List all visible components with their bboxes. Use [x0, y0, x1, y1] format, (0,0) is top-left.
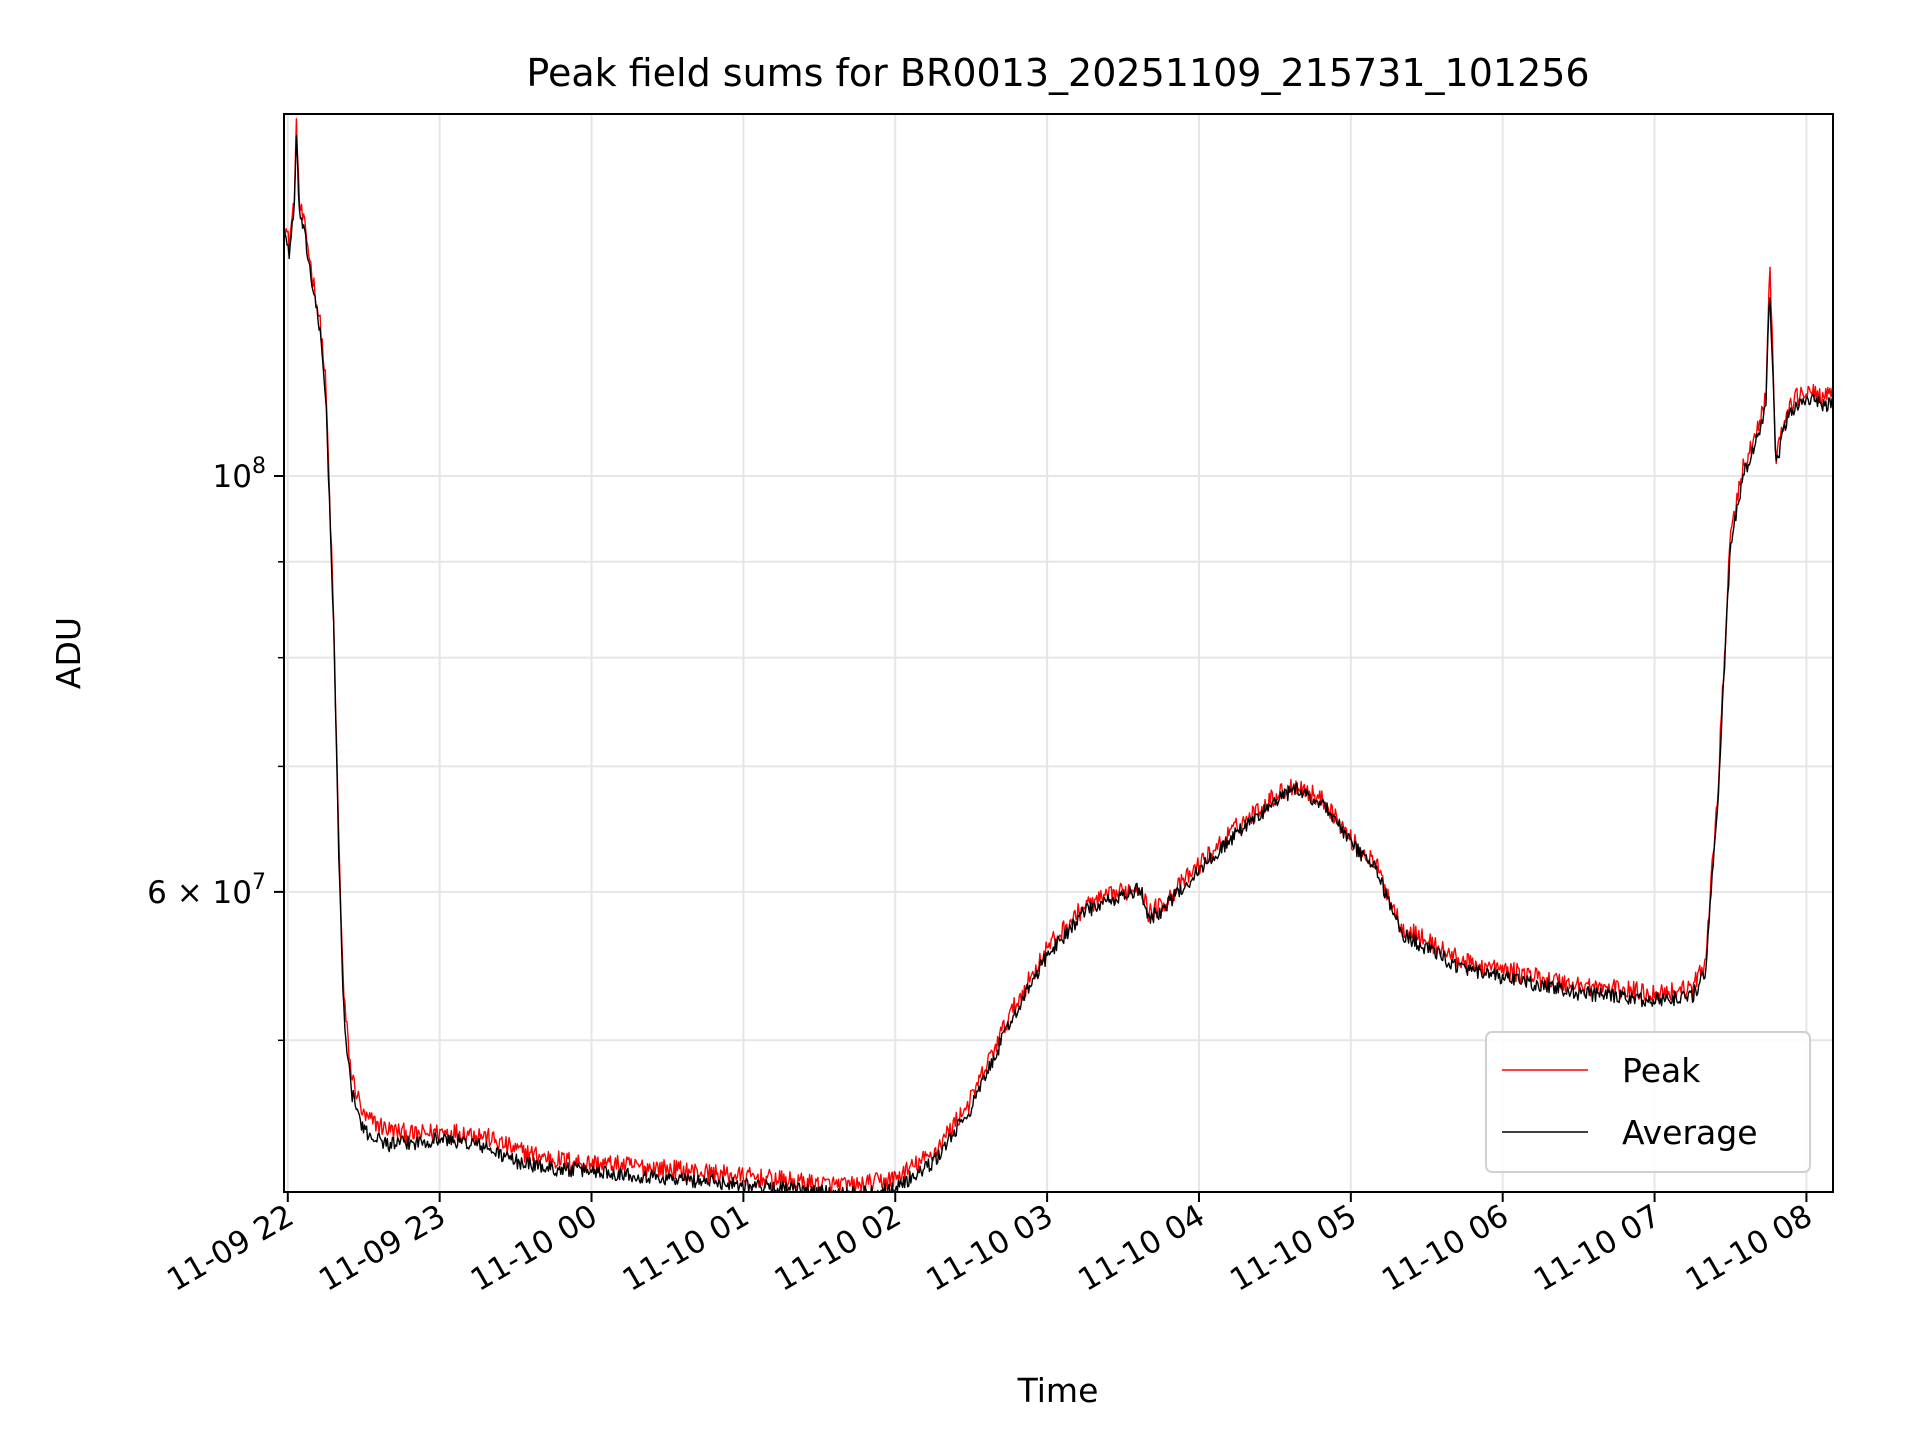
y-tick-exponent: 8	[252, 454, 266, 479]
plot-frame	[283, 113, 1834, 1193]
y-tick-mantissa: 10	[213, 459, 252, 495]
chart-title: Peak field sums for BR0013_20251109_2157…	[526, 51, 1589, 95]
plot-series	[284, 118, 1833, 1192]
legend-label-peak: Peak	[1622, 1051, 1701, 1090]
legend-label-average: Average	[1622, 1113, 1758, 1152]
y-tick-label: 108	[213, 454, 266, 495]
series-line-average	[284, 135, 1833, 1192]
y-axis-label: ADU	[49, 617, 88, 689]
y-tick-mantissa: 6 × 10	[147, 875, 252, 911]
grid	[284, 114, 1833, 1192]
y-tick-label: 6 × 107	[147, 870, 266, 911]
x-axis-label: Time	[1017, 1371, 1099, 1410]
legend-box	[1485, 1031, 1811, 1173]
y-tick-exponent: 7	[252, 870, 266, 895]
legend: Peak Average	[1485, 1031, 1811, 1173]
